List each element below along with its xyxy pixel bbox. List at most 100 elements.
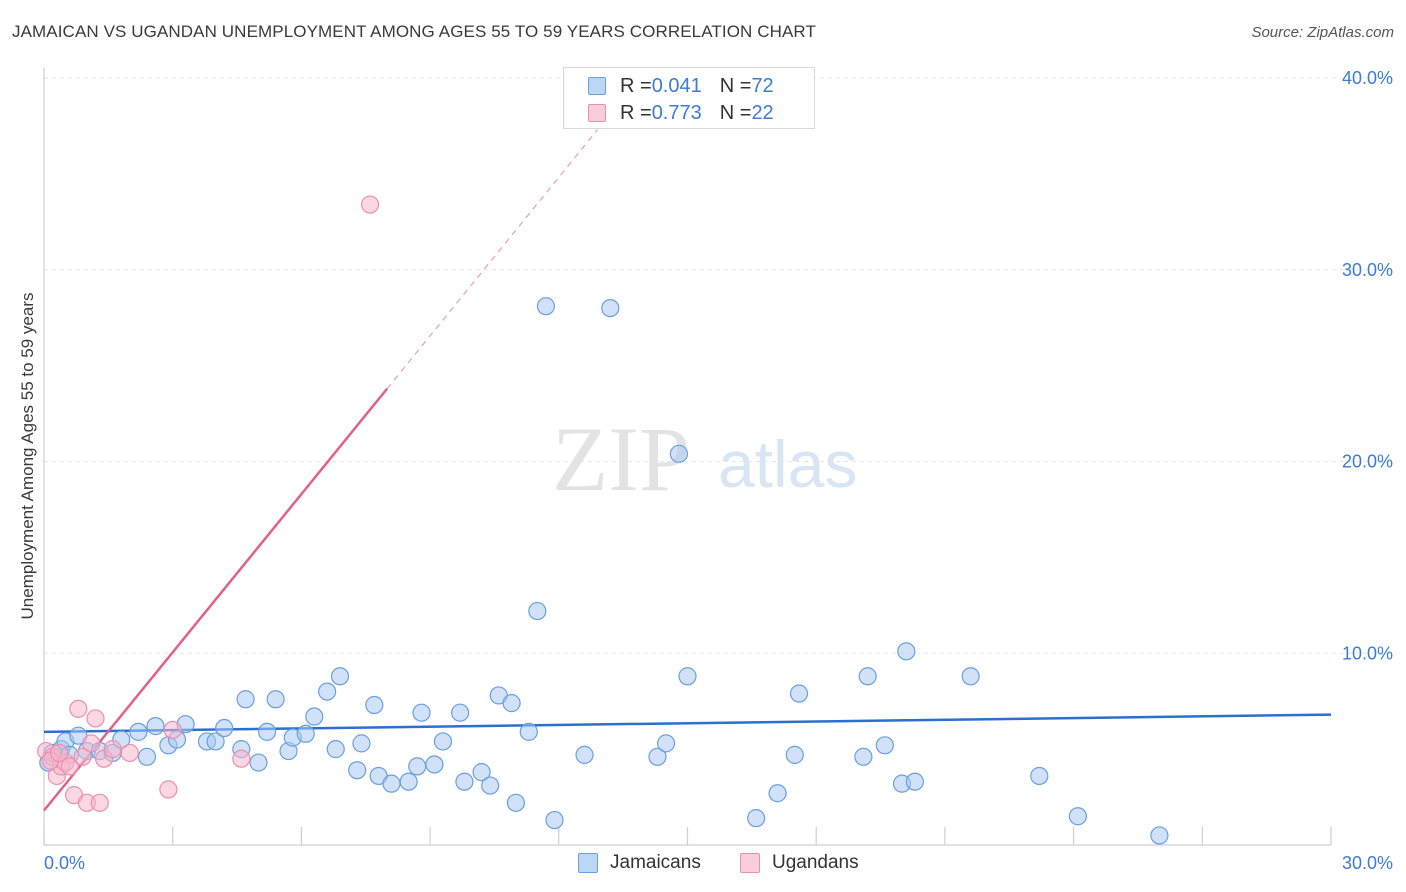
point-jamaicans — [137, 747, 157, 766]
x-tick-label: 30.0% — [1342, 853, 1393, 873]
point-jamaicans — [296, 724, 315, 743]
legend-r-value: 0.773 — [651, 101, 702, 124]
point-jamaicans — [348, 761, 367, 780]
point-jamaicans — [656, 734, 676, 753]
legend-n-label: N = — [719, 74, 752, 97]
point-jamaicans — [1150, 826, 1169, 845]
point-jamaicans — [854, 747, 873, 766]
watermark: ZIP atlas — [552, 408, 857, 510]
stats-legend: R = 0.041 N = 72 R = 0.773 N = 22 — [563, 67, 815, 129]
legend-row-ugandans: R = 0.773 N = 22 — [588, 101, 774, 125]
point-ugandans — [73, 747, 92, 766]
legend-r-label: R = — [620, 101, 652, 124]
legend-n-value: 22 — [751, 101, 774, 124]
legend-n-value: 72 — [751, 74, 774, 97]
bottom-legend-ugandans: Ugandans — [740, 852, 859, 874]
y-tick-label: 20.0% — [1342, 452, 1393, 472]
legend-swatch-pink — [588, 104, 606, 122]
point-jamaicans — [129, 722, 148, 741]
point-ugandans — [120, 743, 139, 763]
watermark-atlas: atlas — [718, 427, 857, 501]
grid-lines — [44, 77, 1391, 654]
point-ugandans — [49, 743, 69, 763]
point-jamaicans — [455, 772, 474, 791]
legend-r-label: R = — [620, 74, 652, 97]
point-jamaicans — [146, 717, 165, 736]
point-jamaicans — [519, 722, 538, 741]
point-jamaicans — [330, 667, 350, 686]
point-jamaicans — [897, 642, 916, 661]
point-jamaicans — [1030, 766, 1049, 786]
point-jamaicans — [433, 732, 453, 751]
x-tick-label: 0.0% — [44, 853, 85, 873]
point-jamaicans — [747, 809, 766, 828]
point-jamaicans — [669, 444, 689, 463]
point-jamaicans — [257, 722, 277, 741]
trend-line-ugandans-extension — [386, 129, 598, 390]
point-jamaicans — [678, 667, 697, 686]
bottom-legend-jamaicans: Jamaicans — [578, 852, 701, 874]
point-jamaicans — [305, 707, 324, 726]
point-jamaicans — [472, 763, 491, 782]
point-jamaicans — [502, 694, 521, 713]
point-ugandans — [82, 734, 101, 753]
point-jamaicans — [326, 740, 345, 759]
legend-row-jamaicans: R = 0.041 N = 72 — [588, 74, 774, 98]
point-jamaicans — [575, 745, 594, 764]
trend-line-jamaicans — [43, 713, 1332, 734]
point-jamaicans — [399, 772, 418, 791]
point-jamaicans — [961, 667, 980, 686]
source-credit: Source: ZipAtlas.com — [1251, 24, 1394, 41]
y-tick-label: 40.0% — [1342, 68, 1393, 88]
point-jamaicans — [481, 776, 500, 795]
point-jamaicans — [365, 695, 384, 715]
point-ugandans — [103, 740, 122, 759]
point-jamaicans — [528, 601, 547, 621]
point-jamaicans — [382, 774, 401, 793]
point-jamaicans — [536, 297, 556, 316]
point-ugandans — [60, 757, 79, 776]
bottom-legend-swatch-pink — [740, 853, 760, 873]
point-jamaicans — [451, 703, 470, 722]
chart-title: JAMAICAN VS UGANDAN UNEMPLOYMENT AMONG A… — [12, 22, 816, 41]
point-jamaicans — [1068, 807, 1087, 826]
point-jamaicans — [601, 299, 620, 318]
point-jamaicans — [789, 684, 809, 703]
tick-labels: 10.0% 20.0% 30.0% 40.0% 0.0% 30.0% — [44, 68, 1393, 873]
legend-swatch-blue — [588, 77, 606, 95]
point-jamaicans — [858, 667, 877, 686]
point-ugandans — [159, 780, 178, 799]
point-jamaicans — [408, 757, 427, 776]
point-jamaicans — [266, 690, 285, 709]
point-jamaicans — [648, 747, 667, 766]
point-jamaicans — [412, 703, 431, 722]
point-jamaicans — [249, 753, 268, 772]
point-jamaicans — [318, 682, 337, 701]
point-jamaicans — [545, 810, 564, 830]
point-jamaicans — [785, 745, 804, 764]
point-ugandans — [163, 720, 182, 740]
point-jamaicans — [215, 718, 234, 738]
point-jamaicans — [236, 690, 255, 709]
point-ugandans — [90, 793, 109, 812]
point-ugandans — [232, 749, 251, 768]
point-ugandans — [360, 195, 380, 214]
point-jamaicans — [352, 734, 371, 753]
point-jamaicans — [905, 772, 924, 791]
legend-r-value: 0.041 — [651, 74, 702, 97]
trend-line-ugandans — [43, 387, 389, 812]
bottom-legend-label: Jamaicans — [610, 852, 701, 873]
bottom-legend-swatch-blue — [578, 853, 598, 873]
axes — [43, 68, 1332, 846]
bottom-legend-label: Ugandans — [772, 852, 859, 873]
point-jamaicans — [425, 755, 444, 774]
point-jamaicans — [506, 793, 526, 812]
point-jamaicans — [768, 784, 787, 803]
data-points — [37, 195, 1169, 845]
point-jamaicans — [875, 736, 894, 755]
y-tick-label: 30.0% — [1342, 260, 1393, 280]
y-tick-label: 10.0% — [1342, 643, 1393, 663]
watermark-zip: ZIP — [552, 408, 690, 510]
point-jamaicans — [206, 732, 225, 751]
